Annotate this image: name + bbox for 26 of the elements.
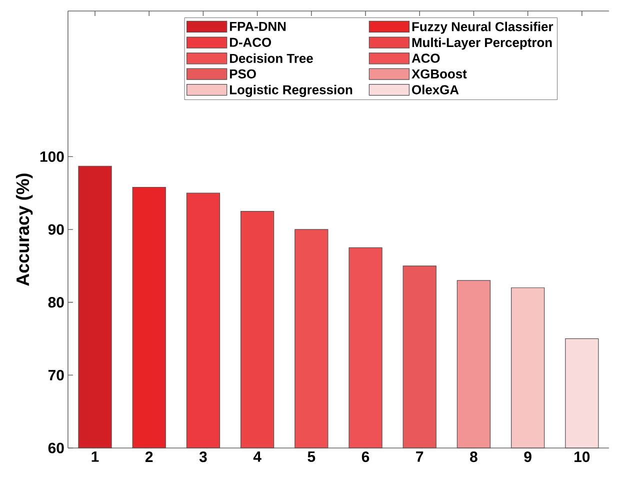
legend-label: FPA-DNN — [230, 22, 286, 31]
legend-label: ACO — [412, 54, 440, 63]
x-tick-label: 4 — [253, 452, 262, 462]
legend-label: Fuzzy Neural Classifier — [412, 22, 554, 34]
legend-label: PSO — [230, 69, 256, 78]
y-tick-label: 80 — [48, 297, 64, 308]
x-tick-label: 10 — [574, 452, 590, 462]
x-tick-label: 3 — [199, 452, 207, 462]
x-tick-label: 9 — [524, 452, 532, 462]
legend-label: Multi-Layer Perceptron — [412, 38, 552, 50]
x-tick-label: 5 — [308, 452, 316, 462]
y-tick-label: 60 — [48, 442, 64, 454]
x-tick-label: 8 — [470, 452, 478, 462]
y-axis-title: Accuracy (%) — [16, 174, 33, 286]
legend-label: Logistic Regression — [230, 84, 352, 97]
legend-label: D-ACO — [230, 38, 272, 47]
x-tick-label: 1 — [92, 452, 99, 462]
legend-label: Decision Tree — [230, 53, 313, 63]
x-tick-label: 6 — [362, 452, 370, 462]
x-tick-label: 2 — [145, 452, 153, 462]
y-tick-label: 100 — [40, 151, 64, 162]
legend-label: OlexGA — [412, 84, 459, 94]
y-tick-label: 90 — [48, 224, 64, 235]
y-tick-label: 70 — [48, 370, 64, 380]
x-tick-label: 7 — [416, 452, 424, 462]
legend-label: XGBoost — [412, 69, 467, 78]
